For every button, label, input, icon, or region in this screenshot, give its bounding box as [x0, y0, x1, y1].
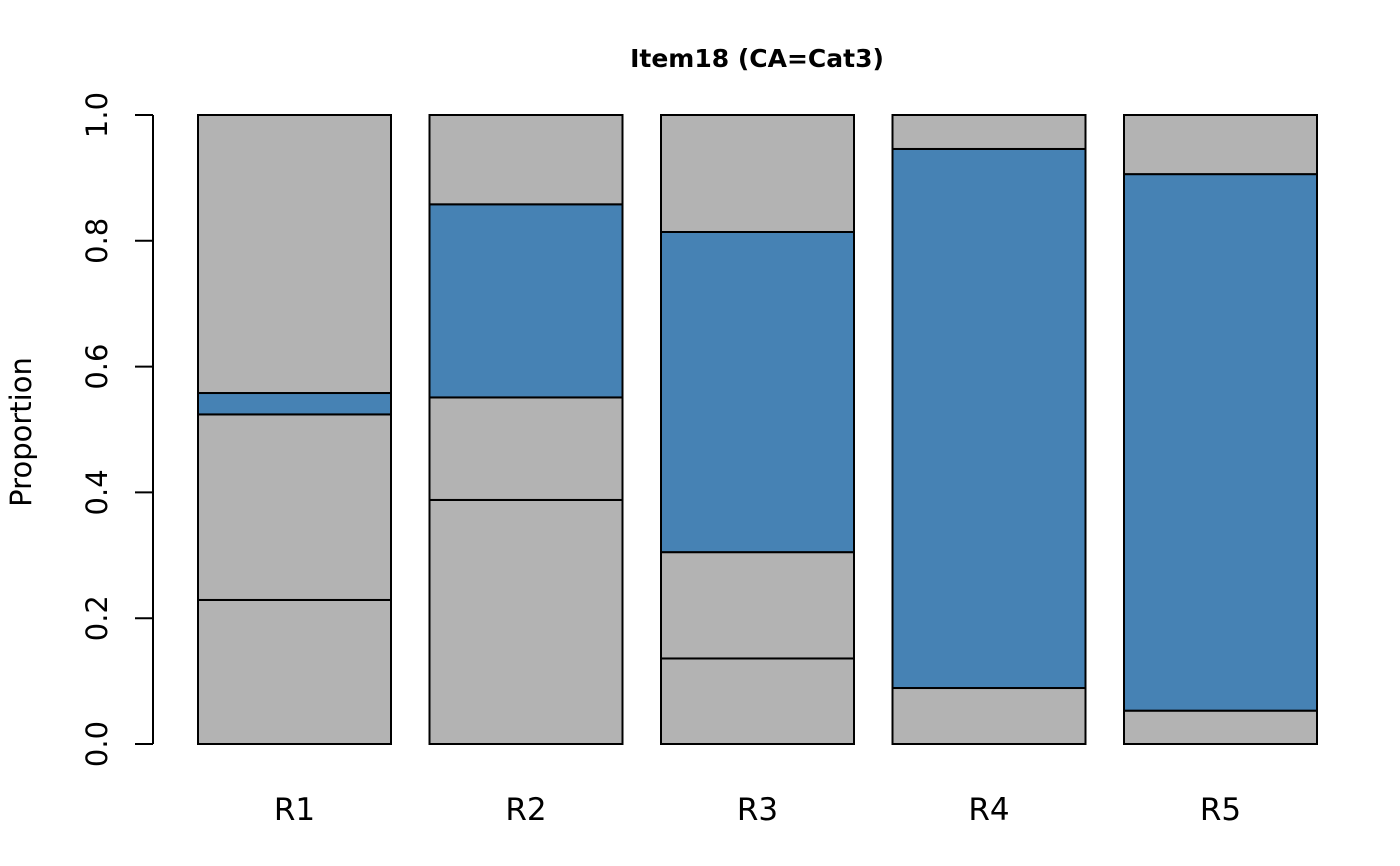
category-label: R1: [274, 792, 315, 828]
bar-segment-r5-4: [1123, 114, 1318, 176]
bar-segment-r1-2: [197, 413, 392, 601]
bar-segment-r1-1: [197, 598, 392, 745]
category-label: R2: [505, 792, 546, 828]
bar-segment-r1-4: [197, 114, 392, 395]
bar-segment-r3-2: [660, 551, 855, 660]
bar-segment-r3-3: [660, 230, 855, 554]
bar-segment-r5-3: [1123, 173, 1318, 712]
bar-segment-r2-1: [428, 498, 624, 745]
chart-title: Item18 (CA=Cat3): [630, 44, 884, 73]
y-tick-label: 0.6: [80, 344, 114, 390]
bar-segment-r2-3: [428, 203, 624, 399]
bar-segment-r5-1: [1123, 709, 1318, 746]
y-tick-label: 0.2: [80, 595, 114, 641]
y-tick-label: 0.8: [80, 218, 114, 264]
bar-segment-r1-3: [197, 392, 392, 416]
category-labels: R1 R2 R3 R4 R5: [274, 792, 1241, 828]
bar-segment-r2-2: [428, 396, 624, 501]
bar-segment-r3-1: [660, 657, 855, 745]
y-axis-ticks: 0.0 0.2 0.4 0.6 0.8 1.0: [80, 92, 153, 767]
bar-segment-r3-4: [660, 114, 855, 233]
bar-segment-r4-1: [891, 687, 1087, 745]
category-label: R4: [968, 792, 1009, 828]
bar-segment-r4-3: [891, 147, 1087, 690]
y-tick-label: 0.4: [80, 469, 114, 515]
y-axis-label: Proportion: [4, 357, 38, 507]
bar-segment-r4-4: [891, 114, 1087, 150]
bar-segment-r2-4: [428, 114, 624, 206]
y-tick-label: 0.0: [80, 721, 114, 767]
y-tick-label: 1.0: [80, 92, 114, 138]
category-label: R5: [1200, 792, 1241, 828]
category-label: R3: [737, 792, 778, 828]
bars: [197, 114, 1318, 746]
